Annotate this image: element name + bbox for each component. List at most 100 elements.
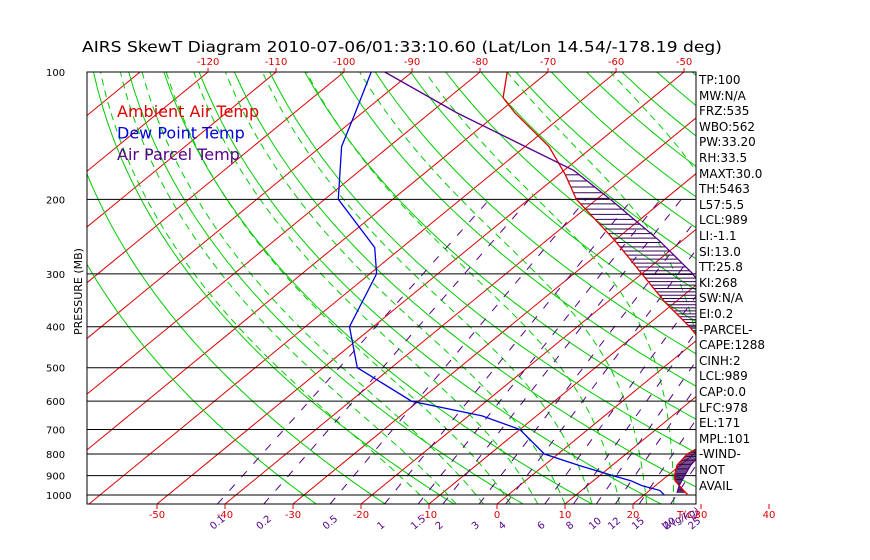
y-axis-label: PRESSURE (MB) — [72, 248, 85, 335]
stability-index-item: WBO:562 — [699, 119, 756, 134]
dry-adiabat-line — [87, 172, 386, 504]
mixing-ratio-line — [263, 199, 530, 504]
stability-index-item: -WIND- — [699, 447, 741, 462]
dry-adiabat-line — [480, 72, 696, 260]
top-temp-label: -90 — [404, 57, 420, 68]
pressure-tick-label: 600 — [46, 397, 65, 408]
isotherm-line — [88, 72, 617, 504]
dry-adiabat-line — [410, 72, 696, 323]
stability-index-item: FRZ:535 — [699, 104, 750, 119]
isotherm-line — [292, 173, 696, 504]
bottom-temp-label: -10 — [421, 510, 437, 521]
moist-adiabat-line — [165, 72, 512, 504]
bottom-temp-label: -40 — [217, 510, 233, 521]
stability-index-item: SI:13.0 — [699, 244, 741, 259]
moist-adiabat-line — [359, 72, 648, 504]
pressure-tick-label: 800 — [46, 450, 65, 461]
isotherm-line — [224, 117, 696, 504]
stability-index-item: TT:25.8 — [699, 260, 743, 275]
moist-adiabat-line — [424, 72, 675, 504]
dry-adiabat-line — [374, 72, 696, 355]
bottom-temp-label: 30 — [695, 510, 708, 521]
isotherm-line — [0, 72, 4, 504]
stability-index-item: CINH:2 — [699, 353, 741, 368]
isotherm-line — [156, 72, 685, 504]
isotherm-line — [0, 72, 72, 504]
stability-index-item: -PARCEL- — [699, 322, 753, 337]
dry-adiabat-line — [339, 72, 696, 387]
chart-title: AIRS SkewT Diagram 2010-07-06/01:33:10.6… — [82, 38, 722, 56]
mixing-ratio-line — [614, 385, 696, 504]
stability-index-item: RH:33.5 — [699, 151, 748, 165]
legend-entry: Dew Point Temp — [117, 124, 245, 143]
isotherm-line — [837, 72, 870, 504]
pressure-tick-label: 1000 — [46, 491, 71, 502]
pressure-tick-label: 300 — [46, 270, 65, 281]
dry-adiabat-line — [445, 72, 696, 291]
stability-index-item: L57:5.5 — [699, 197, 745, 212]
stability-index-item: CAPE:1288 — [699, 338, 765, 353]
mixing-ratio-line — [573, 330, 696, 504]
stability-index-item: TP:100 — [699, 73, 741, 87]
stability-index-item: NOT — [699, 463, 725, 477]
bottom-temp-label: -30 — [285, 510, 301, 521]
dry-adiabat-line — [798, 72, 870, 504]
mixing-ratio-line — [217, 199, 490, 504]
top-temp-label: -70 — [540, 57, 556, 68]
moist-adiabat-line — [193, 72, 539, 504]
top-temp-label: -60 — [608, 57, 624, 68]
stability-index-item: CAP:0.0 — [699, 385, 746, 399]
moist-adiabat-line — [119, 72, 457, 504]
bottom-temp-label: 20 — [627, 510, 640, 521]
mixing-ratio-label: 10 — [587, 516, 604, 533]
stability-index-item: TH:5463 — [699, 182, 750, 197]
moist-adiabat-line — [306, 72, 620, 504]
mixing-ratio-line — [750, 199, 870, 504]
isotherm-line — [87, 72, 481, 395]
plot-frame — [86, 71, 697, 505]
moist-adiabat-line — [261, 72, 593, 504]
mixing-ratio-label: 0.2 — [255, 514, 274, 533]
stability-index-item: MPL:101 — [699, 431, 751, 446]
mixing-ratio-line — [595, 360, 696, 504]
bottom-temp-label: -50 — [149, 510, 165, 521]
stability-index-item: EL:171 — [699, 416, 741, 431]
top-temp-label: -100 — [333, 57, 356, 68]
top-temp-label: -80 — [472, 57, 488, 68]
mixing-ratio-label: 0.5 — [321, 514, 340, 533]
isotherm-line — [769, 72, 870, 504]
dry-adiabat-line — [233, 72, 696, 488]
legend-entry: Ambient Air Temp — [117, 102, 259, 121]
stability-index-item: LCL:989 — [699, 369, 748, 384]
stability-index-item: SW:N/A — [699, 291, 744, 306]
isotherm-line — [87, 72, 413, 340]
mixing-ratio-line — [638, 418, 696, 504]
moist-adiabat-line — [783, 72, 854, 504]
mixing-ratio-label: 4 — [497, 520, 509, 533]
bottom-temp-label: 10 — [559, 510, 572, 521]
pressure-tick-label: 400 — [46, 323, 65, 334]
mixing-ratio-label: 3 — [470, 520, 482, 533]
moist-adiabat-line — [100, 72, 430, 504]
bottom-temp-label: 40 — [763, 510, 776, 521]
stability-index-item: MW:N/A — [699, 88, 746, 103]
stability-index-item: LFC:978 — [699, 400, 748, 415]
mixing-ratio-label: 2 — [434, 520, 446, 533]
pressure-tick-label: 100 — [46, 68, 65, 79]
isotherm-line — [496, 340, 696, 504]
moist-adiabat-line — [224, 72, 566, 504]
pressure-tick-label: 700 — [46, 426, 65, 437]
isotherm-line — [87, 72, 549, 451]
dry-adiabat-line — [656, 72, 696, 107]
mixing-ratio-line — [384, 199, 633, 504]
stability-index-item: LCL:989 — [699, 213, 748, 228]
isotherm-line — [87, 72, 277, 228]
bottom-temp-label: -20 — [353, 510, 369, 521]
pressure-tick-label: 200 — [46, 195, 65, 206]
stability-index-item: PW:33.20 — [699, 135, 756, 150]
temp-unit-label: T(C) — [676, 510, 698, 521]
pressure-tick-label: 900 — [46, 472, 65, 483]
ambient-air-tempprofile-line — [502, 72, 696, 496]
dew-point-tempprofile-line — [337, 72, 665, 496]
